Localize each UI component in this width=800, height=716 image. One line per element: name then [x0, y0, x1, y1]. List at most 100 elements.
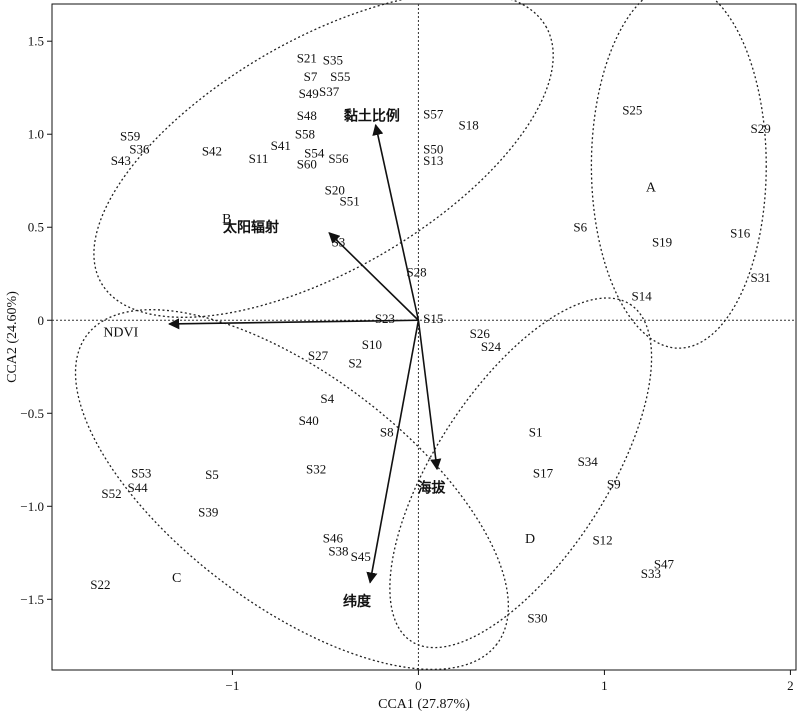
site-label: S49 — [299, 86, 319, 101]
site-label: S21 — [297, 50, 317, 65]
site-label: S8 — [380, 424, 394, 439]
site-label: S43 — [111, 153, 131, 168]
site-label: S3 — [332, 235, 346, 250]
site-label: S25 — [622, 103, 642, 118]
vector-arrow-2 — [168, 318, 419, 330]
site-label: S2 — [348, 356, 362, 371]
vector-arrow-4 — [366, 320, 420, 584]
y-tick-label: −0.5 — [20, 406, 44, 421]
site-label: S26 — [470, 326, 491, 341]
site-label: S51 — [339, 194, 359, 209]
y-tick-label: 0 — [38, 313, 45, 328]
plot-frame — [51, 3, 797, 671]
y-tick-label: −1.5 — [20, 592, 44, 607]
site-label: S31 — [751, 270, 771, 285]
group-label: A — [646, 180, 657, 195]
x-tick-label: 0 — [415, 678, 422, 693]
vector-arrow-3 — [417, 320, 442, 471]
site-label: S42 — [202, 143, 222, 158]
site-label: S45 — [351, 549, 371, 564]
site-label: S33 — [641, 566, 661, 581]
site-label: S56 — [328, 151, 349, 166]
site-label: S22 — [90, 577, 110, 592]
site-label: S47 — [654, 556, 675, 571]
y-tick-label: 0.5 — [28, 220, 44, 235]
vector-arrow-1 — [328, 232, 419, 321]
site-label: S18 — [459, 117, 479, 132]
group-labels: A B C D — [172, 180, 657, 586]
site-label: S12 — [592, 532, 612, 547]
site-label: S29 — [751, 121, 771, 136]
site-label: S58 — [295, 127, 315, 142]
x-tick-label: 2 — [787, 678, 794, 693]
site-label: S5 — [205, 467, 219, 482]
vector-label: NDVI — [103, 325, 138, 340]
site-label: S57 — [423, 106, 444, 121]
site-label: S46 — [323, 530, 344, 545]
site-label: S41 — [271, 138, 291, 153]
site-label: S44 — [127, 480, 148, 495]
site-label: S7 — [304, 69, 318, 84]
site-label: S54 — [304, 145, 325, 160]
site-label: S16 — [730, 225, 751, 240]
site-label: S20 — [325, 183, 345, 198]
vector-label: 纬度 — [343, 593, 372, 610]
group-ellipses — [74, 0, 767, 671]
site-label: S4 — [320, 391, 334, 406]
site-label: S10 — [362, 337, 382, 352]
site-label: S1 — [529, 424, 543, 439]
x-axis: −1 0 1 2 — [225, 670, 794, 693]
group-label: B — [222, 212, 231, 227]
y-axis: −1.5 −1.0 −0.5 0 0.5 1.0 1.5 — [20, 34, 52, 607]
site-label: S36 — [129, 142, 150, 157]
y-tick-label: 1.5 — [28, 34, 44, 49]
group-label: C — [172, 571, 181, 586]
site-label: S52 — [101, 486, 121, 501]
group-label: D — [525, 532, 535, 547]
site-label: S50 — [423, 142, 443, 157]
y-axis-title: CCA2 (24.60%) — [5, 291, 20, 383]
site-label: S53 — [131, 465, 151, 480]
site-label: S27 — [308, 348, 329, 363]
site-label: S14 — [632, 289, 653, 304]
site-label: S28 — [406, 264, 426, 279]
site-label: S23 — [375, 311, 395, 326]
site-label: S38 — [328, 543, 348, 558]
site-label: S24 — [481, 339, 502, 354]
site-label: S19 — [652, 235, 672, 250]
site-label: S17 — [533, 465, 554, 480]
x-tick-label: −1 — [225, 678, 239, 693]
y-tick-label: 1.0 — [28, 127, 44, 142]
vector-arrow-0 — [372, 123, 420, 321]
vector-label: 海拔 — [417, 480, 446, 497]
site-label: S11 — [249, 151, 269, 166]
site-labels: S1 S2 S3 S4 S5 S6 S7 S8 S9 S10 S11 S12 S13 S14 S15 S16 S… — [90, 50, 771, 625]
x-tick-label: 1 — [601, 678, 608, 693]
site-label: S59 — [120, 129, 140, 144]
x-axis-title: CCA1 (27.87%) — [378, 697, 470, 712]
site-label: S37 — [319, 84, 340, 99]
site-label: S39 — [198, 504, 218, 519]
zero-lines — [52, 4, 796, 670]
site-label: S9 — [607, 476, 621, 491]
site-label: S60 — [297, 156, 317, 171]
vector-label: 太阳辐射 — [223, 219, 279, 236]
site-label: S40 — [299, 413, 319, 428]
group-ellipse-b — [93, 0, 554, 318]
site-label: S6 — [573, 220, 587, 235]
site-label: S13 — [423, 153, 443, 168]
group-ellipse-a — [590, 0, 767, 349]
site-label: S48 — [297, 108, 317, 123]
vector-label: 黏土比例 — [344, 108, 400, 125]
site-label: S34 — [578, 454, 599, 469]
site-label: S35 — [323, 52, 343, 67]
group-ellipse-c — [74, 309, 510, 671]
site-label: S15 — [423, 311, 443, 326]
site-label: S55 — [330, 69, 350, 84]
site-label: S30 — [527, 610, 547, 625]
group-ellipse-d — [389, 297, 653, 649]
site-label: S32 — [306, 462, 326, 477]
y-tick-label: −1.0 — [20, 499, 44, 514]
